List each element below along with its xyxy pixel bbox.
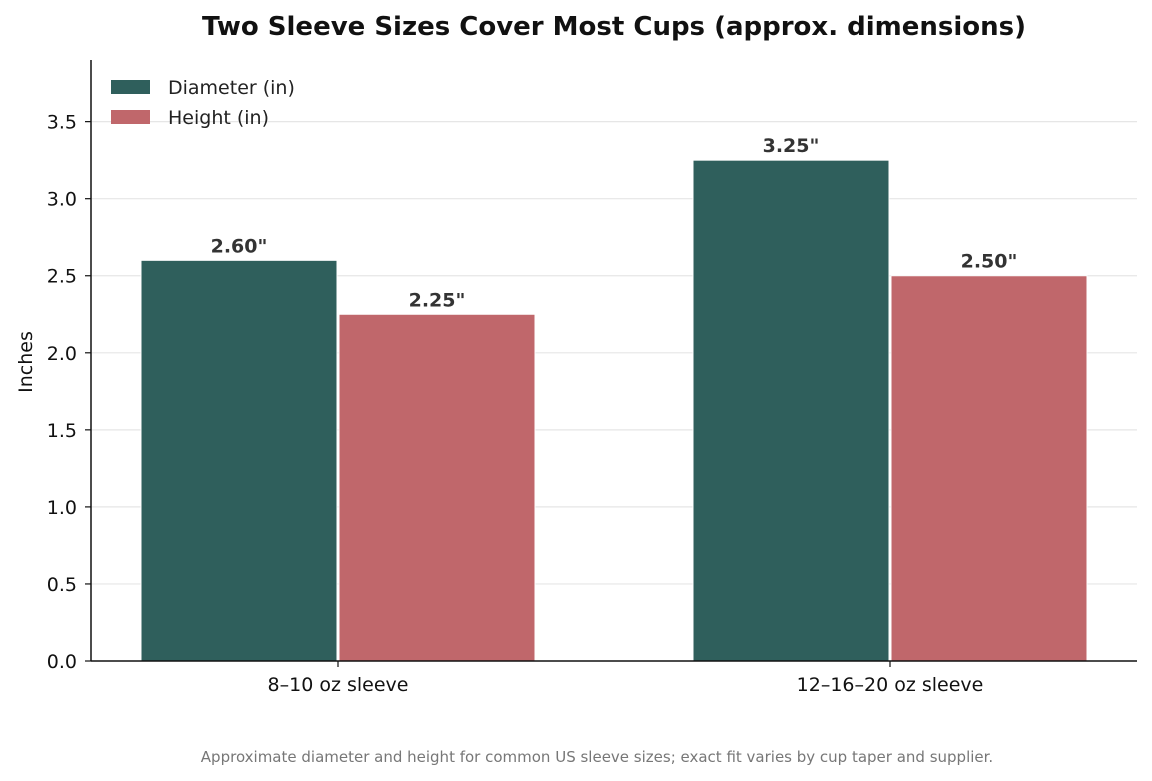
y-ticks: 0.0 0.5 1.0 1.5 2.0 2.5 3.0 3.5 bbox=[47, 112, 91, 673]
y-axis-label: Inches bbox=[15, 331, 37, 393]
caption: Approximate diameter and height for comm… bbox=[201, 748, 993, 766]
y-tick-label: 0.0 bbox=[47, 651, 77, 673]
bar-value-label: 2.50" bbox=[961, 251, 1018, 273]
bar-value-label: 2.60" bbox=[211, 235, 268, 257]
y-tick-label: 3.5 bbox=[47, 112, 77, 134]
y-tick-label: 0.5 bbox=[47, 574, 77, 596]
bar-height bbox=[890, 275, 1088, 662]
y-tick-label: 3.0 bbox=[47, 189, 77, 211]
bar-value-label: 3.25" bbox=[763, 135, 820, 157]
bar-labels: 2.60" 2.25" 3.25" 2.50" bbox=[211, 135, 1018, 311]
bars bbox=[140, 159, 1088, 662]
legend-swatch bbox=[111, 110, 150, 124]
bar-diameter bbox=[140, 259, 338, 662]
bar-value-label: 2.25" bbox=[409, 289, 466, 311]
legend: Diameter (in) Height (in) bbox=[111, 77, 295, 129]
bar-diameter bbox=[692, 159, 890, 662]
legend-label: Height (in) bbox=[168, 107, 269, 129]
legend-label: Diameter (in) bbox=[168, 77, 295, 99]
bar-height bbox=[338, 313, 536, 662]
y-tick-label: 1.5 bbox=[47, 420, 77, 442]
chart-title: Two Sleeve Sizes Cover Most Cups (approx… bbox=[202, 12, 1026, 42]
legend-swatch bbox=[111, 80, 150, 94]
x-tick-label: 12–16–20 oz sleeve bbox=[797, 674, 984, 696]
x-ticks: 8–10 oz sleeve 12–16–20 oz sleeve bbox=[268, 661, 984, 696]
y-tick-label: 2.0 bbox=[47, 343, 77, 365]
x-tick-label: 8–10 oz sleeve bbox=[268, 674, 409, 696]
y-tick-label: 1.0 bbox=[47, 497, 77, 519]
y-tick-label: 2.5 bbox=[47, 266, 77, 288]
